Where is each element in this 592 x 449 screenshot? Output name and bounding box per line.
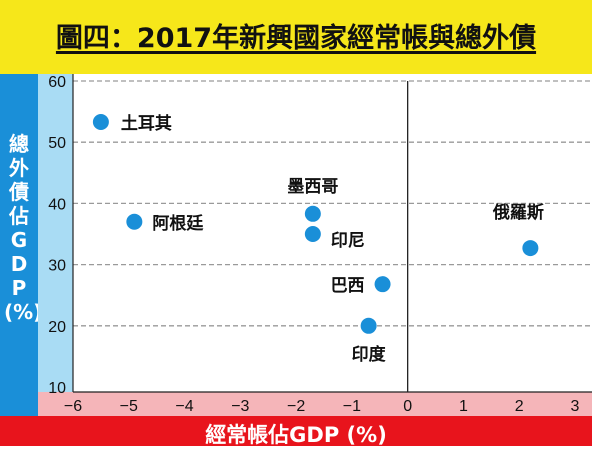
x-tick-label: −6 (64, 398, 82, 415)
x-axis-title: 經常帳佔GDP (%) (205, 423, 387, 447)
point-label: 印尼 (331, 231, 365, 251)
data-point (522, 240, 539, 257)
x-tick-label: −5 (120, 398, 138, 415)
data-point (304, 226, 321, 242)
x-tick-label: 2 (515, 398, 524, 415)
x-tick-label: −4 (175, 398, 193, 415)
x-tick-label: 1 (459, 398, 468, 415)
y-tick-label: 50 (48, 135, 66, 152)
x-axis-band (0, 416, 592, 446)
y-tick-label: 40 (48, 196, 66, 213)
y-axis-strip (38, 74, 73, 392)
x-tick-label: −2 (287, 398, 305, 415)
x-tick-label: 0 (403, 398, 412, 415)
data-point (374, 276, 391, 293)
data-point (92, 114, 109, 131)
point-label: 阿根廷 (152, 213, 204, 234)
x-axis-strip (38, 392, 592, 416)
x-tick-label: −3 (231, 398, 249, 415)
point-label: 土耳其 (121, 113, 172, 134)
data-point (304, 205, 321, 222)
point-label: 印度 (352, 344, 387, 365)
title-banner (0, 0, 592, 74)
point-label: 巴西 (331, 276, 365, 296)
point-label: 俄羅斯 (492, 202, 544, 223)
plot-area (73, 74, 592, 392)
y-axis-band (0, 74, 38, 416)
x-tick-label: 3 (571, 398, 580, 415)
y-tick-label: 10 (48, 380, 66, 397)
y-tick-label: 60 (48, 74, 66, 91)
data-point (360, 317, 377, 334)
point-label: 墨西哥 (287, 177, 338, 197)
y-tick-label: 30 (48, 258, 66, 275)
data-point (126, 213, 143, 230)
chart-title: 圖四：2017年新興國家經常帳與總外債 (55, 23, 537, 54)
y-tick-label: 20 (48, 319, 66, 336)
x-tick-label: −1 (343, 398, 361, 415)
